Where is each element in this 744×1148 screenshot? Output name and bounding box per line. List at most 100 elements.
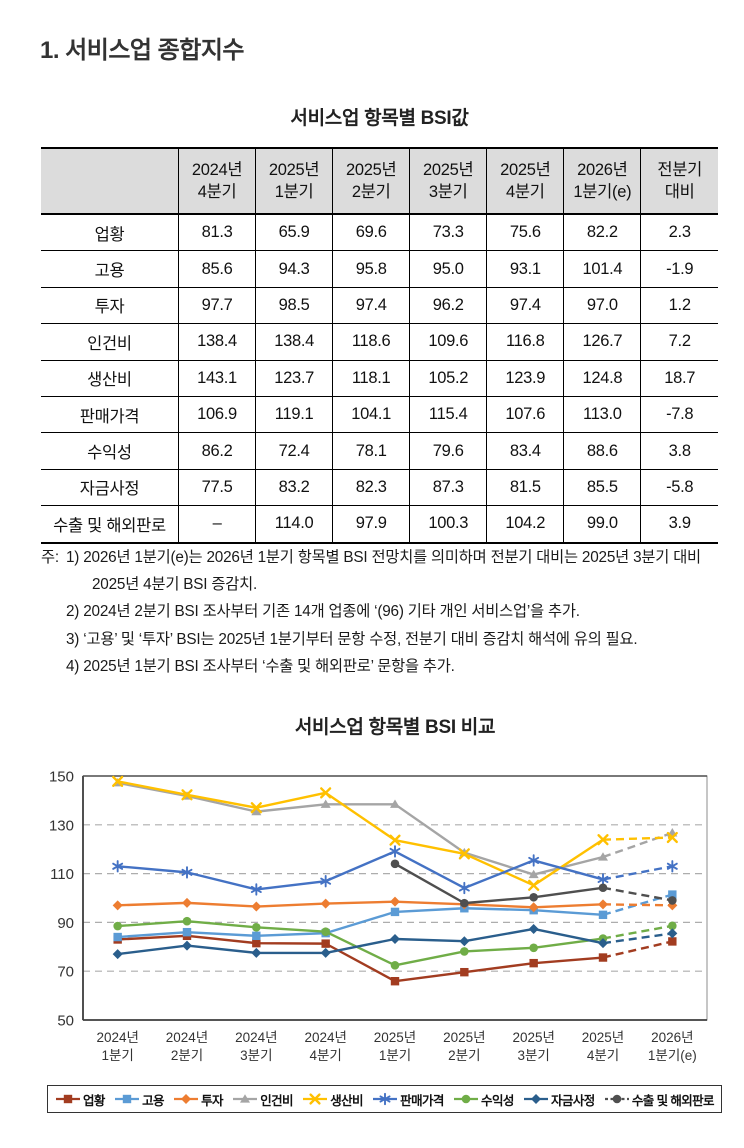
legend-item: 업황 bbox=[55, 1090, 105, 1109]
legend-label: 고용 bbox=[142, 1093, 164, 1108]
row-label: 자금사정 bbox=[41, 468, 179, 506]
table-row: 인건비 138.4 138.4 118.6 109.6 116.8 126.7 7.2 bbox=[41, 323, 718, 361]
cell: 97.4 bbox=[486, 286, 564, 324]
svg-text:110: 110 bbox=[50, 866, 74, 883]
svg-text:70: 70 bbox=[57, 964, 74, 981]
cell: 116.8 bbox=[486, 323, 564, 361]
note-item: 2) 2024년 2분기 BSI 조사부터 기존 14개 업종에 ‘(96) 기… bbox=[66, 603, 580, 621]
svg-text:2024년: 2024년 bbox=[166, 1030, 208, 1045]
table-title: 서비스업 항목별 BSI값 bbox=[290, 108, 469, 129]
cell: 86.2 bbox=[177, 432, 256, 470]
svg-text:4분기: 4분기 bbox=[587, 1048, 619, 1063]
cell: 138.4 bbox=[177, 323, 256, 361]
cell: 3.9 bbox=[640, 505, 718, 543]
row-label: 생산비 bbox=[41, 359, 179, 397]
cell: 82.2 bbox=[563, 214, 641, 251]
legend-marker-icon bbox=[604, 1094, 629, 1104]
header-row: 2024년 4분기 2025년 1분기 2025년 2분기 2025년 3분기 2025… bbox=[41, 148, 718, 215]
legend-marker-icon bbox=[174, 1094, 199, 1104]
svg-text:90: 90 bbox=[57, 915, 74, 932]
svg-text:2025년: 2025년 bbox=[374, 1030, 416, 1045]
legend-item: 수익성 bbox=[453, 1090, 514, 1109]
cell: 100.3 bbox=[409, 505, 487, 543]
legend-marker-icon bbox=[454, 1094, 479, 1104]
table-row: 생산비 143.1 123.7 118.1 105.2 123.9 124.8 18.7 bbox=[41, 359, 718, 397]
svg-text:130: 130 bbox=[49, 817, 74, 834]
cell: 83.4 bbox=[486, 432, 564, 470]
legend-item: 인건비 bbox=[232, 1090, 294, 1109]
svg-text:2024년: 2024년 bbox=[96, 1030, 138, 1045]
svg-text:2025년: 2025년 bbox=[512, 1030, 554, 1045]
column-header: 2025년 3분기 bbox=[409, 148, 487, 215]
table-row: 업황 81.3 65.9 69.6 73.3 75.6 82.2 2.3 bbox=[41, 214, 718, 251]
legend-item: 판매가격 bbox=[372, 1090, 444, 1109]
table-row: 수익성 86.2 72.4 78.1 79.6 83.4 88.6 3.8 bbox=[41, 432, 718, 470]
svg-text:2026년: 2026년 bbox=[651, 1030, 693, 1045]
column-header: 2025년 1분기 bbox=[255, 148, 333, 215]
cell: 98.5 bbox=[255, 286, 333, 324]
svg-text:50: 50 bbox=[57, 1013, 74, 1030]
cell: 2.3 bbox=[640, 214, 718, 251]
row-label: 수출 및 해외판로 bbox=[41, 505, 179, 543]
legend-item: 수출 및 해외판로 bbox=[604, 1090, 715, 1109]
cell: 101.4 bbox=[563, 250, 641, 288]
cell: 143.1 bbox=[177, 359, 256, 397]
table-row: 고용 85.6 94.3 95.8 95.0 93.1 101.4 -1.9 bbox=[41, 250, 718, 288]
cell: 119.1 bbox=[255, 395, 333, 433]
cell: 106.9 bbox=[177, 395, 256, 433]
row-label: 인건비 bbox=[41, 323, 179, 361]
legend-label: 자금사정 bbox=[551, 1093, 595, 1108]
note-item: 4) 2025년 1분기 BSI 조사부터 ‘수출 및 해외판로’ 문항을 추가… bbox=[66, 657, 455, 675]
table-notes: 주: 1) 2026년 1분기(e)는 2026년 1분기 항목별 BSI 전망… bbox=[41, 544, 733, 680]
note-item: 1) 2026년 1분기(e)는 2026년 1분기 항목별 BSI 전망치를 … bbox=[66, 549, 701, 594]
cell: 126.7 bbox=[563, 323, 641, 361]
row-label: 업황 bbox=[94, 225, 125, 244]
notes-prefix: 주: bbox=[41, 549, 59, 566]
cell: 87.3 bbox=[409, 468, 487, 506]
cell: 114.0 bbox=[255, 505, 333, 543]
cell: 104.1 bbox=[332, 395, 410, 433]
cell: 7.2 bbox=[640, 323, 718, 361]
legend-label: 업황 bbox=[83, 1093, 105, 1108]
row-label: 판매가격 bbox=[41, 395, 179, 433]
legend-marker-icon bbox=[56, 1094, 80, 1104]
cell: 118.1 bbox=[332, 359, 410, 397]
legend-label: 인건비 bbox=[260, 1093, 293, 1108]
table-row: 자금사정 77.5 83.2 82.3 87.3 81.5 85.5 -5.8 bbox=[41, 468, 718, 506]
cell: 97.0 bbox=[563, 286, 641, 324]
svg-text:1분기: 1분기 bbox=[379, 1048, 411, 1063]
bsi-table-body: 업황 81.3 65.9 69.6 73.3 75.6 82.2 2.3 고용 85.6 94.3 9… bbox=[41, 214, 718, 543]
svg-text:2025년: 2025년 bbox=[443, 1030, 485, 1045]
table-row: 투자 97.7 98.5 97.4 96.2 97.4 97.0 1.2 bbox=[41, 286, 718, 324]
svg-text:2024년: 2024년 bbox=[235, 1030, 277, 1045]
svg-text:2025년: 2025년 bbox=[582, 1030, 624, 1045]
cell: 124.8 bbox=[563, 359, 641, 397]
table-row: 수출 및 해외판로 –114.0 97.9 100.3 104.2 99.0 3.9 bbox=[41, 505, 718, 543]
legend-item: 고용 bbox=[114, 1090, 164, 1109]
cell: 109.6 bbox=[409, 323, 487, 361]
bsi-comparison-chart: 150 130 110 90 70 50 2024년 1분기 2024년 2분기 2024년 3분기 2… bbox=[49, 769, 708, 1063]
cell: 65.9 bbox=[255, 214, 333, 251]
cell: 123.7 bbox=[255, 359, 333, 397]
legend-marker-icon bbox=[524, 1094, 549, 1104]
cell: 81.5 bbox=[486, 468, 564, 506]
svg-text:1분기: 1분기 bbox=[101, 1048, 133, 1063]
cell: 118.6 bbox=[332, 323, 410, 361]
cell: 97.7 bbox=[177, 286, 256, 324]
cell: 97.9 bbox=[332, 505, 410, 543]
table-row: 판매가격 106.9 119.1 104.1 115.4 107.6 113.0 -7.8 bbox=[41, 395, 718, 433]
cell: 96.2 bbox=[409, 286, 487, 324]
column-header: 2026년 1분기(e) bbox=[563, 148, 641, 215]
cell: 115.4 bbox=[409, 395, 487, 433]
svg-text:3분기: 3분기 bbox=[517, 1048, 549, 1063]
cell: 1.2 bbox=[640, 286, 718, 324]
cell: – bbox=[177, 505, 256, 543]
cell: 95.0 bbox=[409, 250, 487, 288]
cell: 99.0 bbox=[563, 505, 641, 543]
legend-marker-icon bbox=[373, 1092, 398, 1106]
notes-items: 1) 2026년 1분기(e)는 2026년 1분기 항목별 BSI 전망치를 … bbox=[66, 544, 733, 680]
svg-text:3분기: 3분기 bbox=[240, 1048, 272, 1063]
cell: 123.9 bbox=[486, 359, 564, 397]
cell: 138.4 bbox=[255, 323, 333, 361]
